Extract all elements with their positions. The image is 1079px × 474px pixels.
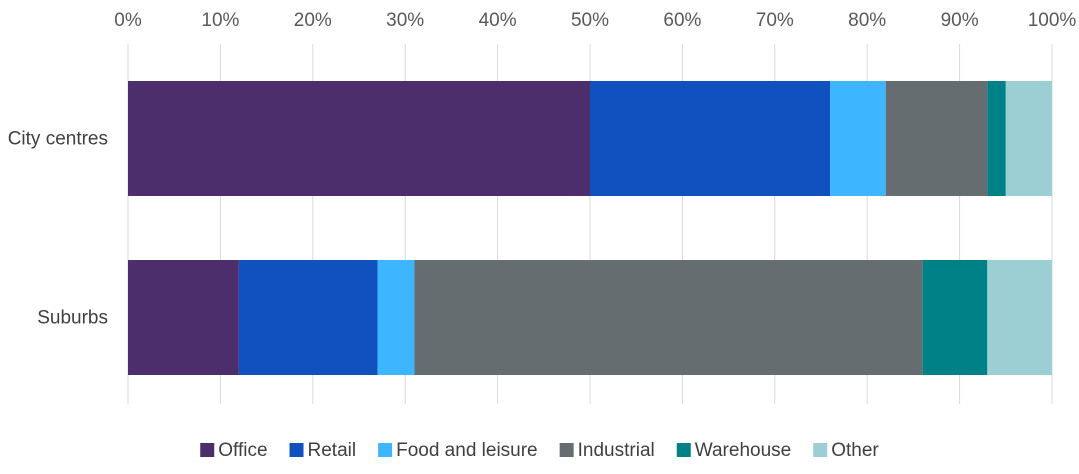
bars: [128, 81, 1052, 375]
legend-item: Office: [200, 440, 268, 461]
x-tick-label: 90%: [941, 10, 979, 31]
bar-segment: [414, 260, 923, 375]
legend: Office Retail Food and leisure Industrial Wa…: [200, 440, 879, 461]
y-axis-category-labels: City centres Suburbs: [8, 129, 108, 329]
legend-label: Office: [218, 440, 267, 461]
x-tick-label: 60%: [663, 10, 701, 31]
legend-swatch: [200, 443, 215, 457]
bar-segment: [885, 81, 988, 196]
bar-segment: [987, 260, 1052, 375]
legend-item: Food and leisure: [378, 440, 538, 461]
x-tick-label: 20%: [294, 10, 332, 31]
legend-label: Warehouse: [695, 440, 791, 461]
bar-segment: [590, 81, 831, 196]
legend-label: Industrial: [578, 440, 655, 461]
x-tick-label: 10%: [201, 10, 239, 31]
legend-label: Food and leisure: [396, 440, 538, 461]
legend-swatch: [676, 443, 691, 457]
category-label: Suburbs: [37, 308, 108, 329]
bar-segment: [238, 260, 378, 375]
bar-segment: [830, 81, 886, 196]
legend-item: Industrial: [559, 440, 655, 461]
x-axis-tick-labels: 0% 10% 20% 30% 40% 50% 60% 70% 80% 90% 100%: [114, 10, 1076, 31]
category-label: City centres: [8, 129, 108, 150]
bar-segment: [1005, 81, 1052, 196]
legend-item: Warehouse: [676, 440, 791, 461]
legend-swatch: [813, 443, 828, 457]
bar-segment: [987, 81, 1006, 196]
x-tick-label: 80%: [848, 10, 886, 31]
x-tick-label: 0%: [114, 10, 142, 31]
x-tick-label: 40%: [479, 10, 517, 31]
x-tick-label: 70%: [756, 10, 794, 31]
x-tick-label: 30%: [386, 10, 424, 31]
legend-item: Other: [813, 440, 879, 461]
x-tick-label: 50%: [571, 10, 609, 31]
legend-label: Retail: [308, 440, 357, 461]
bar-segment: [922, 260, 988, 375]
legend-item: Retail: [289, 440, 357, 461]
bar-segment: [128, 81, 590, 196]
legend-swatch: [559, 443, 574, 457]
legend-swatch: [378, 443, 393, 457]
bar-segment: [377, 260, 415, 375]
legend-swatch: [289, 443, 304, 457]
bar-segment: [128, 260, 239, 375]
x-tick-label: 100%: [1028, 10, 1077, 31]
legend-label: Other: [831, 440, 879, 461]
